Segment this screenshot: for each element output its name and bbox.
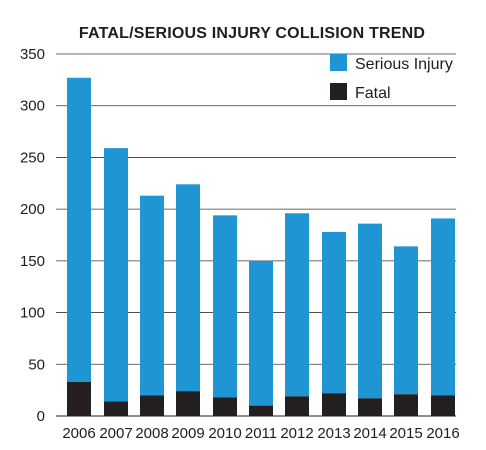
bar-serious-injury xyxy=(67,77,91,382)
x-axis: 2006 2007 2008 2009 2010 2011 2012 2013 2014 2015… xyxy=(56,415,460,442)
bar-group-2014 xyxy=(358,223,382,416)
bar-serious-injury xyxy=(358,223,382,399)
y-tick-label: 200 xyxy=(20,201,45,218)
bar-fatal xyxy=(140,395,164,416)
x-tick-label: 2010 xyxy=(208,425,241,442)
y-tick-label: 0 xyxy=(37,408,45,425)
bar-fatal xyxy=(358,398,382,416)
legend-item: Fatal xyxy=(330,83,391,102)
x-tick-label: 2009 xyxy=(171,425,204,442)
bar-fatal xyxy=(322,393,346,416)
bar-serious-injury xyxy=(431,218,455,396)
bar-group-2009 xyxy=(176,184,200,416)
bar-fatal xyxy=(104,401,128,416)
bar-serious-injury xyxy=(285,213,309,397)
y-tick-label: 150 xyxy=(20,253,45,270)
bar-group-2006 xyxy=(67,77,91,416)
bar-group-2013 xyxy=(322,231,346,416)
bar-group-2012 xyxy=(285,213,309,416)
data-label: 20 xyxy=(438,394,450,405)
y-tick-label: 350 xyxy=(20,46,45,63)
y-tick-label: 100 xyxy=(20,305,45,322)
bar-serious-injury xyxy=(140,195,164,396)
bar-fatal xyxy=(249,405,273,416)
x-tick-label: 2014 xyxy=(353,425,386,442)
bar-fatal xyxy=(431,395,455,416)
x-tick-label: 2016 xyxy=(426,425,459,442)
bar-fatal xyxy=(285,396,309,416)
legend-label: Serious Injury xyxy=(355,56,453,73)
bar-fatal xyxy=(213,397,237,416)
bar-fatal xyxy=(67,381,91,416)
y-tick-label: 250 xyxy=(20,149,45,166)
y-tick-label: 50 xyxy=(28,356,45,373)
bar-group-2015 xyxy=(394,246,418,416)
y-tick-label: 300 xyxy=(20,98,45,115)
annotations: 20 xyxy=(438,394,450,405)
legend-item: Serious Injury xyxy=(330,54,453,73)
x-tick-label: 2008 xyxy=(135,425,168,442)
bar-group-2010 xyxy=(213,215,237,416)
x-tick-label: 2012 xyxy=(280,425,313,442)
bar-serious-injury xyxy=(322,231,346,394)
bars xyxy=(67,77,455,416)
bar-serious-injury xyxy=(104,148,128,402)
bar-serious-injury xyxy=(213,215,237,398)
bar-fatal xyxy=(176,391,200,416)
bar-serious-injury xyxy=(249,260,273,406)
x-tick-label: 2015 xyxy=(389,425,422,442)
legend-swatch xyxy=(330,54,347,71)
legend-label: Fatal xyxy=(355,85,391,102)
legend-swatch xyxy=(330,83,347,100)
bar-group-2011 xyxy=(249,260,273,416)
x-tick-label: 2013 xyxy=(317,425,350,442)
x-tick-label: 2011 xyxy=(245,425,277,442)
bar-group-2008 xyxy=(140,195,164,416)
bar-fatal xyxy=(394,394,418,416)
y-axis: 0 50 100 150 200 250 300 350 xyxy=(20,46,45,425)
x-tick-label: 2007 xyxy=(99,425,132,442)
bar-group-2016 xyxy=(431,218,455,416)
bar-serious-injury xyxy=(394,246,418,395)
chart-title: FATAL/SERIOUS INJURY COLLISION TREND xyxy=(79,25,425,42)
bar-serious-injury xyxy=(176,184,200,392)
legend: Serious Injury Fatal xyxy=(330,54,453,102)
x-tick-label: 2006 xyxy=(62,425,95,442)
bar-group-2007 xyxy=(104,148,128,416)
